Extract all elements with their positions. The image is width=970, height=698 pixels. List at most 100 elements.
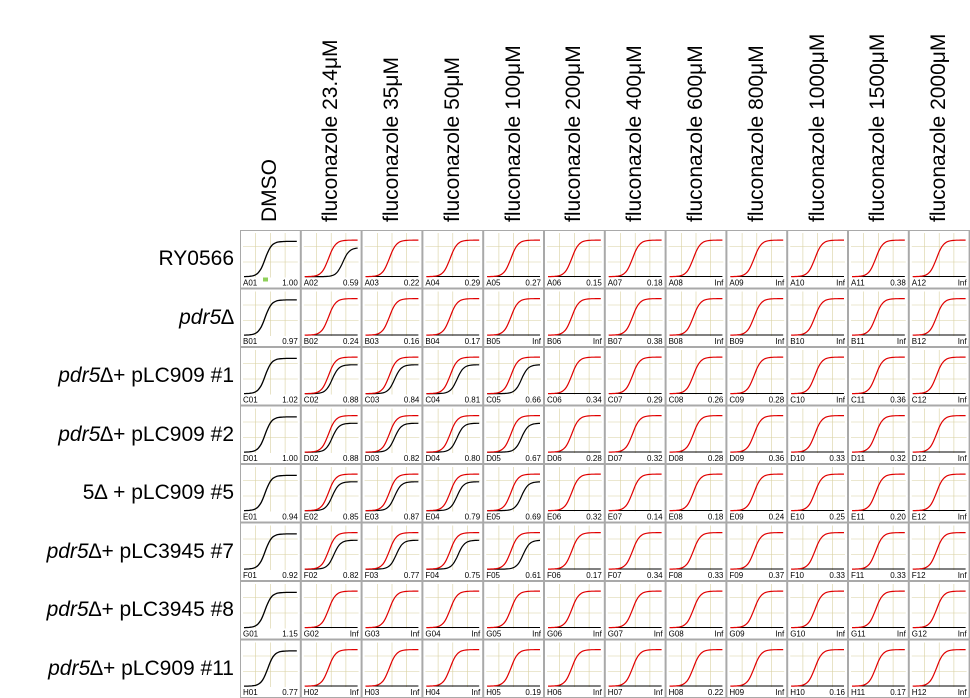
well-id: B05	[486, 337, 501, 346]
well-value: 0.36	[769, 454, 785, 463]
well-A07: A07 0.18	[605, 231, 665, 288]
well-id: E04	[425, 513, 440, 522]
reference-curve	[304, 473, 358, 512]
reference-curve	[365, 532, 419, 570]
well-id: F03	[365, 571, 379, 580]
reference-curve	[304, 590, 358, 629]
well-F07: F07 0.34	[605, 523, 665, 580]
reference-curve	[548, 298, 601, 336]
reference-curve	[426, 473, 480, 512]
reference-curve	[548, 356, 601, 395]
well-value: 0.88	[343, 396, 359, 405]
well-id: A05	[486, 279, 501, 288]
well-E02: E02 0.85	[301, 465, 361, 522]
well-F03: F03 0.77	[362, 523, 422, 580]
well-value: 0.17	[586, 571, 602, 580]
well-id: D11	[851, 454, 866, 463]
reference-curve	[730, 356, 784, 395]
column-header-7: fluconazole 400μM	[623, 45, 647, 222]
well-id: A11	[851, 279, 865, 288]
well-value: 0.59	[343, 279, 359, 288]
reference-curve	[669, 415, 723, 453]
well-B04: B04 0.17	[423, 289, 483, 346]
reference-curve	[730, 532, 784, 570]
well-C01: C01 1.02	[241, 348, 300, 405]
well-F12: F12 Inf	[909, 523, 969, 580]
well-id: G07	[608, 630, 624, 639]
growth-curve-grid: A01 1.00 A02 0.59 A03 0.22 A04 0.29 A05 0.27 A06 0.…	[240, 230, 970, 698]
well-id: F01	[243, 571, 257, 580]
well-value: Inf	[532, 630, 542, 639]
reference-curve	[730, 649, 784, 687]
well-value: 0.38	[647, 337, 663, 346]
reference-curve	[365, 590, 419, 629]
strain-suffix: + pLC909 #1	[113, 364, 234, 387]
well-value: 1.02	[282, 396, 298, 405]
well-B03: B03 0.16	[362, 289, 422, 346]
well-value: Inf	[775, 630, 785, 639]
well-value: 0.33	[829, 454, 845, 463]
reference-curve	[669, 649, 723, 687]
control-curve	[244, 533, 297, 570]
well-value: Inf	[775, 337, 785, 346]
well-A04: A04 0.29	[423, 231, 483, 288]
well-H02: H02 Inf	[301, 640, 361, 697]
well-id: C09	[729, 396, 744, 405]
well-id: E05	[486, 513, 501, 522]
well-id: D07	[608, 454, 623, 463]
well-id: C07	[608, 396, 623, 405]
well-id: F05	[486, 571, 500, 580]
column-headers: DMSO fluconazole 23.4μM fluconazole 35μM fl…	[0, 0, 970, 228]
reference-curve	[608, 590, 662, 629]
well-id: E03	[365, 513, 380, 522]
reference-curve	[487, 473, 540, 512]
well-H01: H01 0.77	[241, 640, 300, 697]
well-B10: B10 Inf	[788, 289, 847, 346]
well-id: B08	[669, 337, 684, 346]
well-value: Inf	[350, 688, 360, 697]
well-value: Inf	[836, 279, 846, 288]
column-header-12: fluconazole 2000μM	[927, 33, 951, 222]
well-C05: C05 0.66	[484, 348, 543, 405]
well-G09: G09 Inf	[727, 582, 787, 639]
well-value: 0.87	[404, 513, 420, 522]
well-A03: A03 0.22	[362, 231, 422, 288]
well-D11: D11 0.32	[849, 406, 908, 463]
well-H04: H04 Inf	[423, 640, 483, 697]
reference-curve	[487, 356, 540, 395]
well-G10: G10 Inf	[788, 582, 847, 639]
well-value: 1.15	[282, 630, 298, 639]
reference-curve	[548, 590, 601, 629]
well-id: G08	[669, 630, 685, 639]
well-G04: G04 Inf	[423, 582, 483, 639]
well-F09: F09 0.37	[727, 523, 787, 580]
well-id: B09	[729, 337, 744, 346]
well-value: 0.36	[890, 396, 906, 405]
well-value: 0.88	[343, 454, 359, 463]
reference-curve	[852, 239, 905, 278]
reference-curve	[365, 298, 419, 336]
well-value: Inf	[958, 630, 968, 639]
strain-name: pdr5∆	[179, 305, 234, 329]
row-label-8: pdr5∆ + pLC909 #11	[0, 640, 234, 698]
reference-curve	[608, 239, 662, 278]
well-id: B04	[425, 337, 440, 346]
well-id: C03	[365, 396, 380, 405]
row-labels: RY0566 pdr5∆ pdr5∆ + pLC909 #1 pdr5∆ + pLC9…	[0, 230, 238, 698]
reference-curve	[852, 415, 905, 453]
well-value: Inf	[714, 630, 724, 639]
well-E01: E01 0.94	[241, 465, 300, 522]
well-value: 0.94	[282, 513, 298, 522]
reference-curve	[912, 239, 966, 278]
well-id: H05	[486, 688, 501, 697]
well-id: C11	[851, 396, 866, 405]
column-header-4: fluconazole 50μM	[440, 56, 464, 222]
well-value: 0.27	[525, 279, 541, 288]
well-value: 0.82	[343, 571, 359, 580]
well-D12: D12 Inf	[909, 406, 969, 463]
row-label-5: 5∆ + pLC909 #5	[0, 464, 234, 522]
well-F02: F02 0.82	[301, 523, 361, 580]
well-id: B11	[851, 337, 865, 346]
well-id: G02	[304, 630, 320, 639]
well-id: C10	[790, 396, 805, 405]
